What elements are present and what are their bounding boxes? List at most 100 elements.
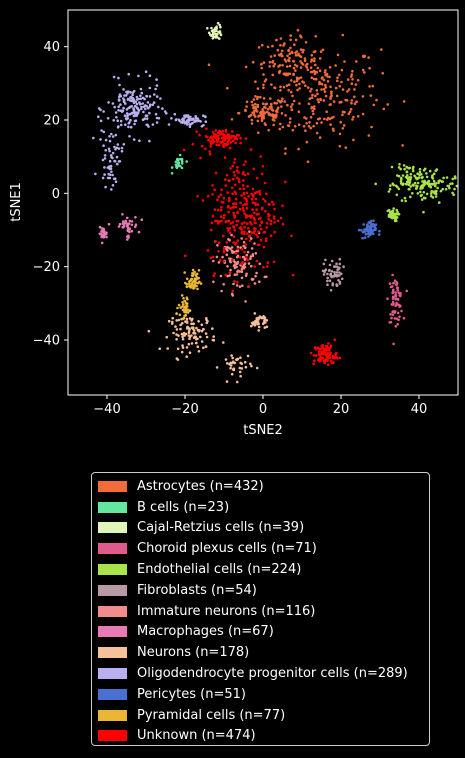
data-point — [181, 337, 185, 341]
data-point — [421, 186, 424, 190]
data-point — [313, 346, 317, 349]
data-point — [392, 281, 396, 285]
data-point — [361, 230, 365, 234]
data-point — [163, 110, 167, 113]
data-point — [326, 75, 329, 78]
data-point — [166, 347, 169, 350]
data-point — [312, 77, 316, 81]
data-point — [332, 275, 335, 278]
data-point — [323, 361, 327, 365]
data-point — [270, 83, 273, 86]
data-point — [118, 93, 122, 96]
data-point — [323, 350, 327, 353]
data-point — [290, 234, 293, 238]
legend-label: Pericytes (n=51) — [137, 686, 246, 702]
data-point — [106, 117, 110, 120]
data-point — [116, 162, 119, 166]
data-point — [208, 153, 212, 156]
data-point — [185, 285, 189, 289]
data-point — [176, 306, 179, 310]
data-point — [268, 60, 272, 64]
data-point — [211, 193, 214, 196]
data-point — [351, 69, 354, 73]
data-point — [372, 228, 376, 232]
data-point — [171, 316, 174, 320]
data-point — [109, 154, 113, 157]
data-point — [265, 192, 268, 196]
data-point — [216, 139, 219, 143]
data-point — [386, 103, 390, 106]
data-point — [257, 329, 261, 332]
data-point — [230, 118, 234, 121]
data-point — [374, 182, 378, 186]
data-point — [101, 227, 104, 231]
data-point — [327, 342, 330, 345]
data-point — [289, 46, 292, 50]
data-point — [213, 272, 216, 275]
data-point — [409, 172, 413, 176]
data-point — [242, 244, 245, 248]
data-point — [204, 120, 208, 123]
data-point — [253, 265, 256, 268]
data-point — [222, 132, 225, 136]
data-point — [233, 137, 236, 141]
data-point — [236, 166, 239, 169]
data-point — [225, 173, 229, 177]
data-point — [408, 166, 412, 170]
data-point — [227, 179, 230, 182]
data-point — [244, 300, 247, 303]
data-point — [263, 319, 266, 323]
data-point — [394, 294, 398, 298]
data-point — [281, 125, 285, 129]
data-point — [329, 85, 332, 89]
data-point — [217, 131, 220, 134]
data-point — [133, 122, 136, 126]
data-point — [294, 38, 298, 42]
data-point — [155, 121, 159, 124]
data-point — [367, 56, 370, 59]
data-point — [233, 260, 237, 264]
data-point — [259, 227, 263, 231]
data-point — [192, 329, 196, 332]
data-point — [260, 110, 264, 114]
data-point — [220, 289, 223, 293]
data-point — [262, 114, 265, 118]
data-point — [185, 277, 189, 281]
data-point — [345, 99, 349, 102]
data-point — [205, 335, 209, 339]
data-point — [221, 255, 224, 259]
data-point — [190, 322, 193, 326]
data-point — [263, 230, 267, 234]
data-point — [303, 59, 307, 62]
data-point — [299, 55, 303, 59]
data-point — [107, 101, 110, 104]
data-point — [242, 232, 246, 235]
data-point — [148, 86, 152, 90]
data-point — [131, 91, 135, 94]
data-point — [284, 180, 287, 184]
data-point — [393, 215, 396, 218]
data-point — [129, 125, 133, 129]
data-point — [253, 105, 256, 109]
data-point — [279, 37, 283, 40]
data-point — [391, 285, 394, 288]
data-point — [265, 226, 269, 229]
data-point — [260, 207, 264, 211]
data-point — [273, 230, 277, 234]
data-point — [254, 201, 257, 205]
legend-swatch — [98, 501, 127, 513]
legend-label: Cajal-Retzius cells (n=39) — [137, 520, 305, 536]
data-point — [244, 243, 248, 246]
data-point — [265, 319, 269, 322]
data-point — [204, 332, 208, 335]
data-point — [224, 184, 228, 187]
data-point — [309, 351, 313, 355]
data-point — [110, 132, 113, 136]
data-point — [393, 310, 397, 313]
data-point — [108, 167, 111, 171]
legend-item: Immature neurons (n=116) — [98, 601, 429, 622]
data-point — [446, 184, 450, 188]
data-point — [257, 131, 260, 134]
data-point — [102, 144, 105, 147]
data-point — [205, 127, 208, 130]
